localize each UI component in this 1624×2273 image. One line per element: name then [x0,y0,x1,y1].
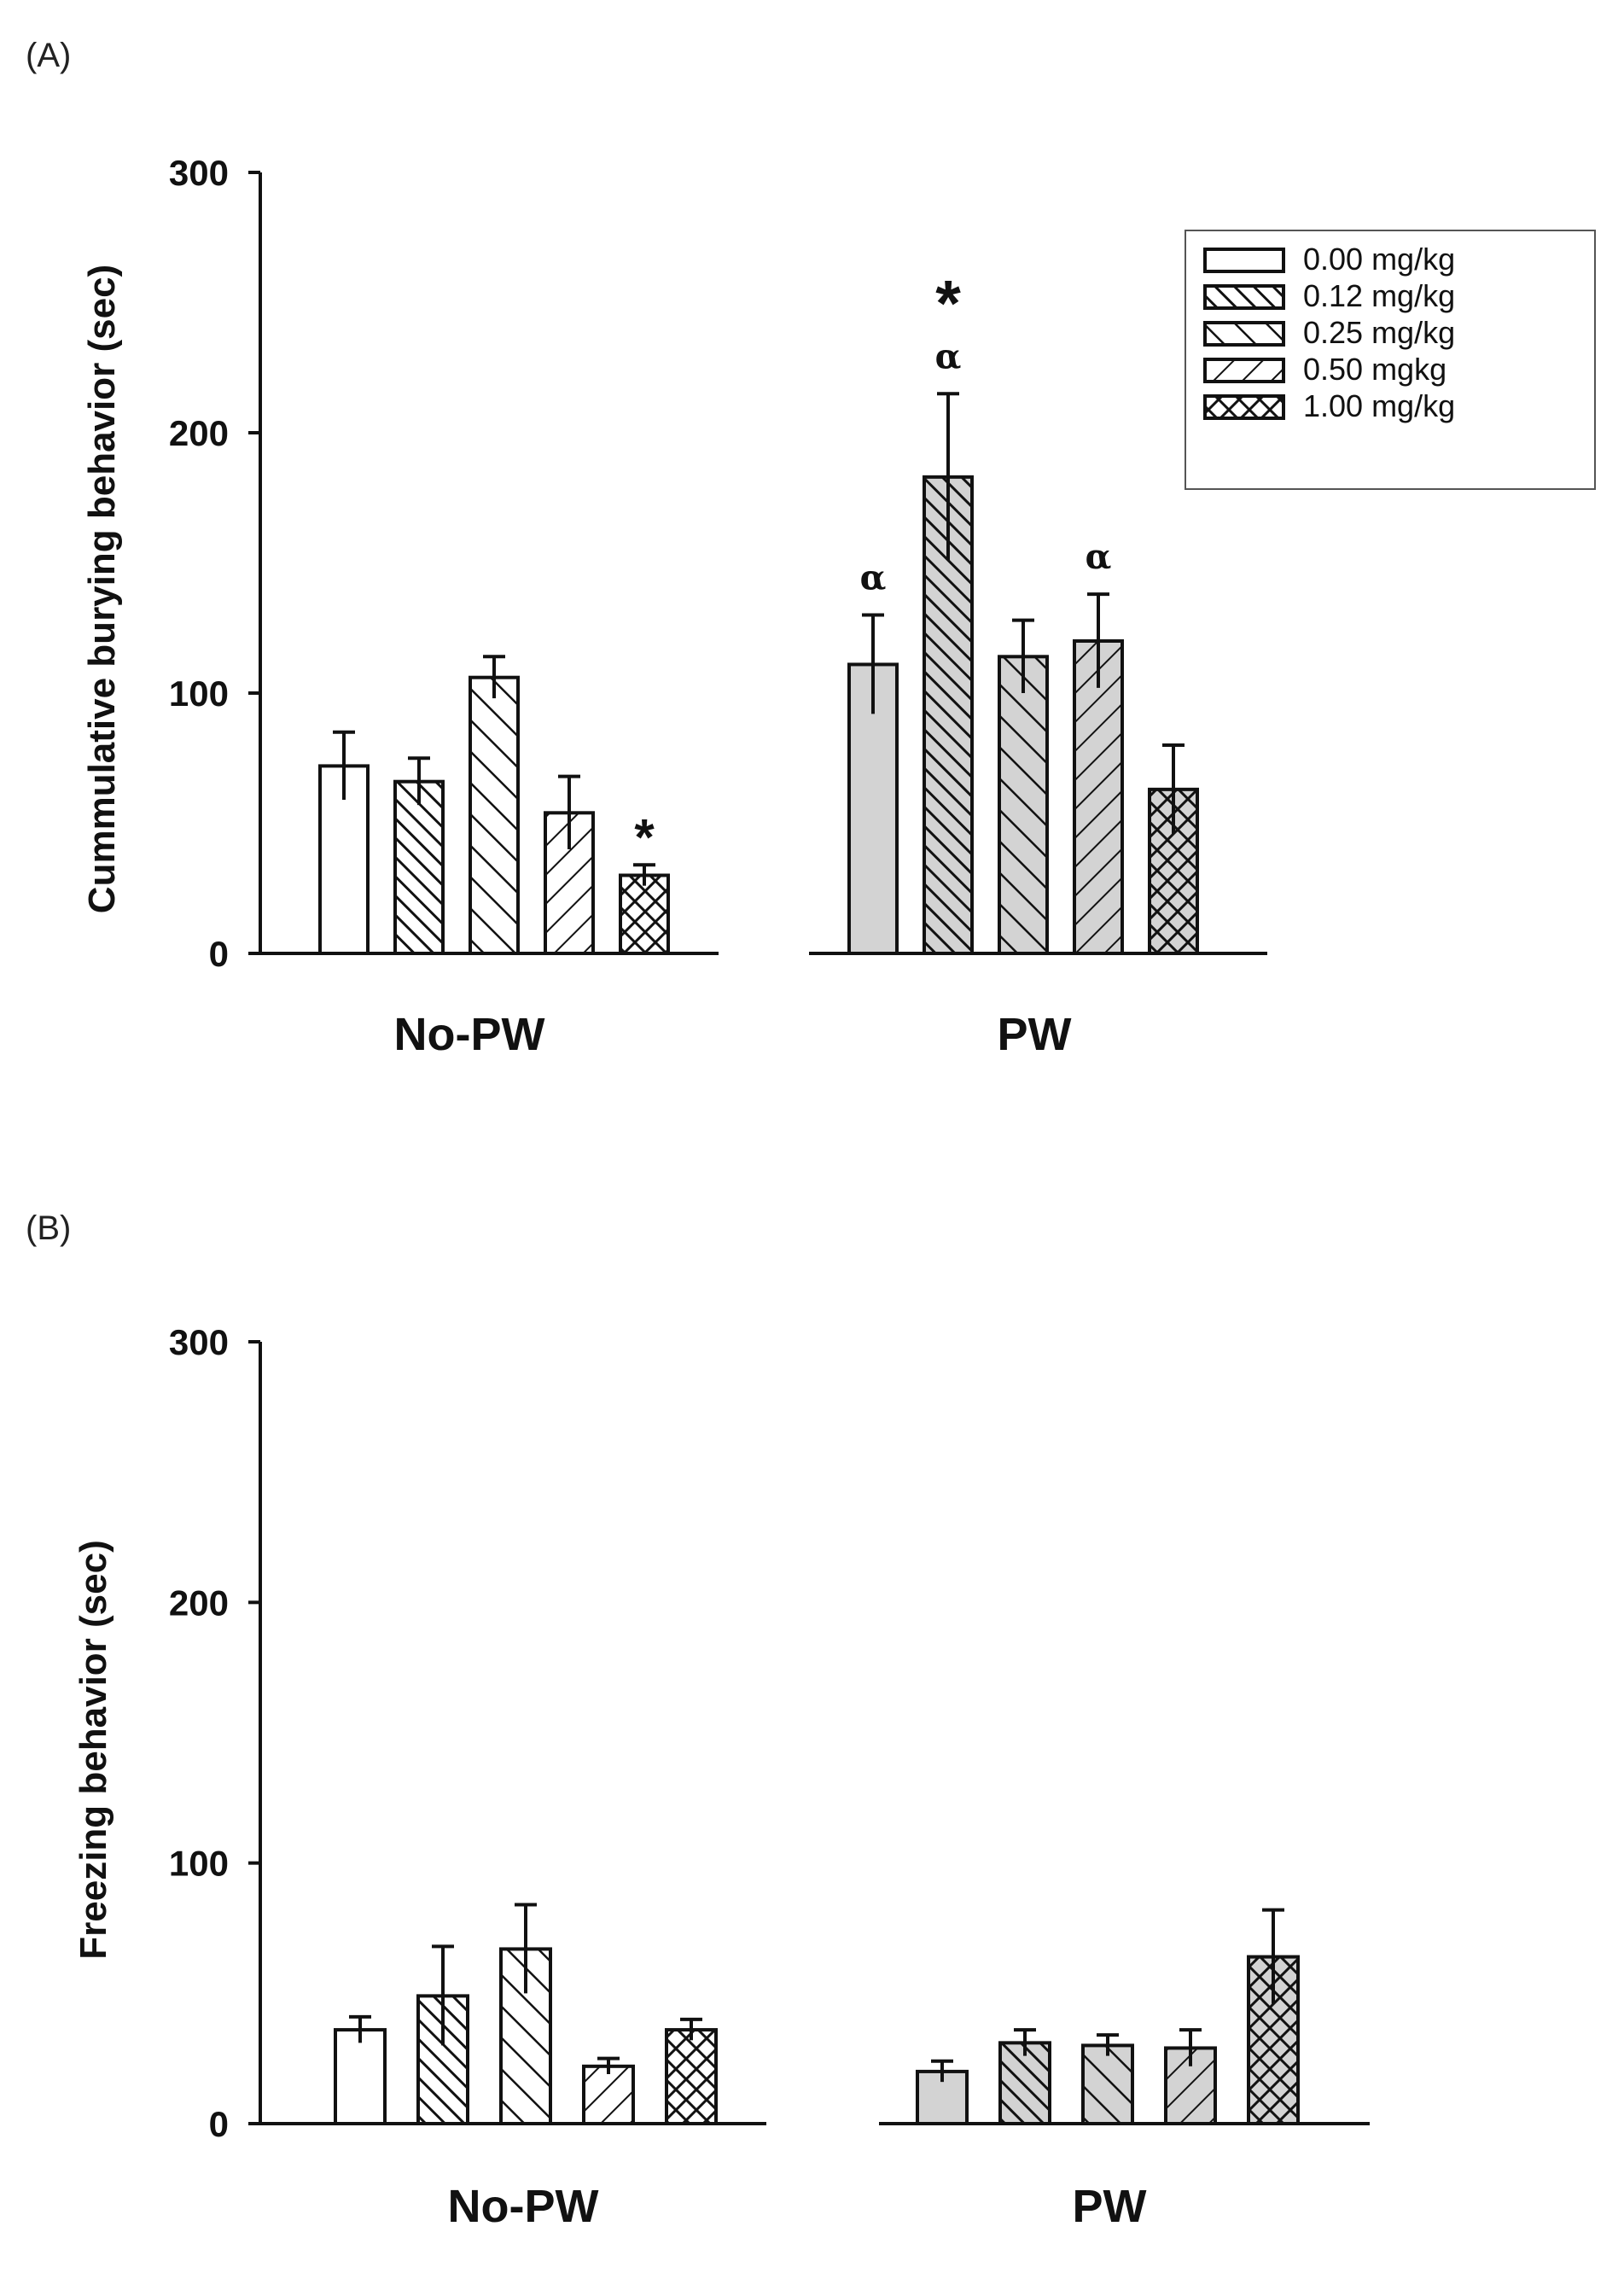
bar [1073,639,1124,955]
y-tick-label: 200 [169,413,229,453]
legend-items: 0.00 mg/kg0.12 mg/kg0.25 mg/kg0.50 mgkg1… [1203,242,1455,423]
significance-alpha: α [935,336,962,376]
panel-b: (B) Freezing behavior (sec) 0 100 200 300 No… [26,1209,1370,2232]
bar [619,873,670,955]
panel-b-y-axis-label: Freezing behavior (sec) [73,1540,114,1959]
y-tick-label: 100 [169,673,229,714]
legend: 0.00 mg/kg0.12 mg/kg0.25 mg/kg0.50 mgkg1… [1185,230,1596,490]
legend-label: 0.12 mg/kg [1303,278,1455,313]
legend-label: 0.50 mgkg [1303,352,1446,387]
panel-b-plot: 0 100 200 300 No-PW PW [169,1322,1370,2232]
y-tick-label: 0 [209,2104,229,2144]
significance-star: * [634,808,655,865]
bar [582,2064,635,2125]
y-tick-label: 0 [209,934,229,974]
y-tick-label: 100 [169,1844,229,1884]
group-label: PW [998,1009,1072,1060]
significance-star: * [935,267,961,340]
panel-b-label: (B) [26,1209,71,1247]
bar [334,2028,387,2126]
bar [665,2028,718,2126]
legend-swatch [1203,321,1285,347]
panel-a-label: (A) [26,37,71,74]
y-tick-label: 300 [169,153,229,193]
legend-swatch [1203,284,1285,310]
legend-swatch [1203,394,1285,420]
legend-swatch [1203,358,1285,383]
significance-alpha: α [860,558,887,598]
legend-label: 0.00 mg/kg [1303,242,1455,277]
group-label: No-PW [394,1009,545,1060]
bar [998,655,1049,955]
panel-a-y-axis-label: Cummulative burying behavior (sec) [81,265,123,913]
group-label: No-PW [448,2181,599,2232]
legend-swatch [1203,248,1285,273]
bar [1081,2043,1134,2125]
y-tick-label: 300 [169,1322,229,1362]
y-tick-label: 200 [169,1582,229,1623]
legend-label: 0.25 mg/kg [1303,315,1455,350]
bar [469,675,520,955]
legend-label: 1.00 mg/kg [1303,388,1455,423]
panel-a: (A) Cummulative burying behavior (sec) 0… [26,37,1267,1060]
bar [393,779,445,956]
group-label: PW [1073,2181,1147,2232]
significance-alpha: α [1086,537,1112,577]
